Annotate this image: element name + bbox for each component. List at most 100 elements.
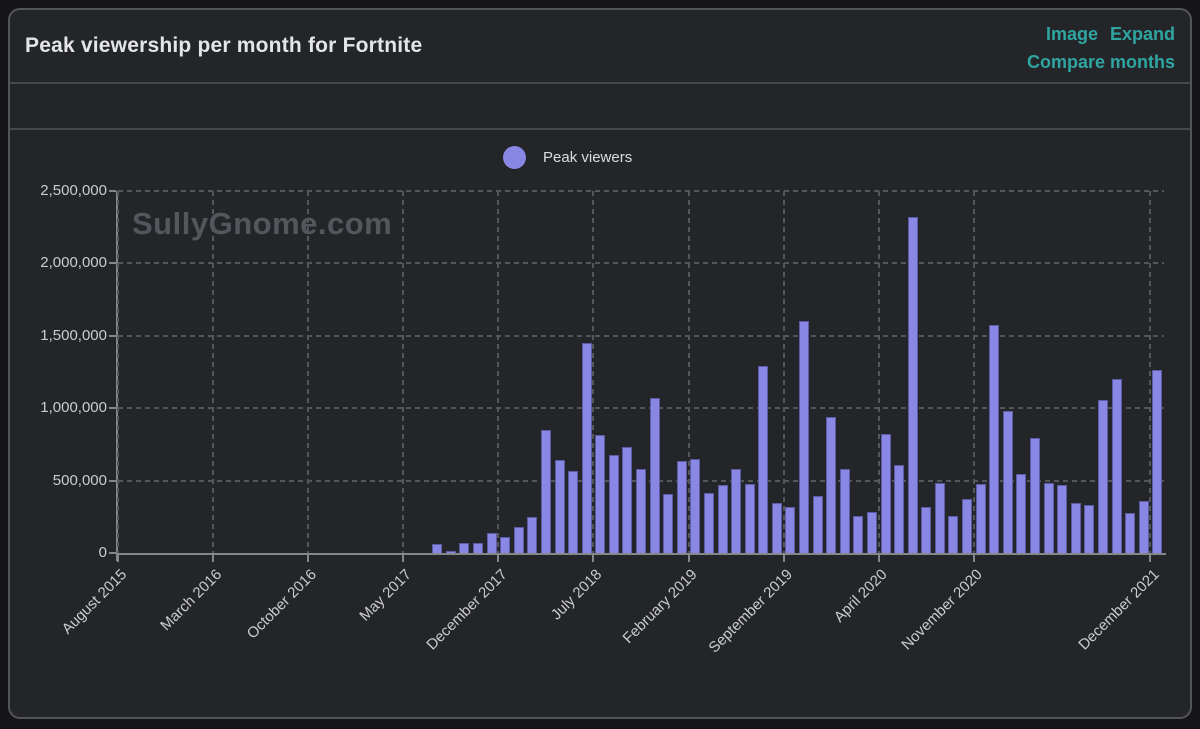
bar[interactable] [1111, 379, 1122, 553]
h-gridline [118, 262, 1164, 265]
x-tick-mark [402, 555, 405, 562]
bar[interactable] [731, 469, 742, 553]
x-tick-mark [877, 555, 880, 562]
bar[interactable] [853, 516, 864, 553]
bar[interactable] [717, 485, 728, 553]
bar[interactable] [649, 398, 660, 553]
y-tick-label: 1,500,000 [40, 326, 107, 344]
bar[interactable] [663, 494, 674, 553]
bar[interactable] [934, 483, 945, 553]
bar[interactable] [459, 543, 470, 553]
v-gridline [1149, 191, 1152, 553]
x-axis-line [116, 553, 1166, 555]
bar[interactable] [1084, 505, 1095, 553]
bar[interactable] [527, 517, 538, 553]
bar[interactable] [826, 417, 837, 553]
h-gridline [118, 334, 1164, 337]
bar[interactable] [1138, 501, 1149, 553]
image-link[interactable]: Image [1045, 24, 1098, 44]
bar[interactable] [445, 551, 456, 553]
bar[interactable] [1125, 513, 1135, 553]
bar[interactable] [1030, 438, 1040, 553]
bar[interactable] [812, 496, 823, 553]
bar[interactable] [1152, 370, 1163, 553]
v-gridline [497, 191, 500, 553]
bar[interactable] [880, 434, 891, 553]
bar[interactable] [568, 471, 579, 553]
legend-dot-icon [503, 146, 526, 169]
bar[interactable] [473, 543, 483, 553]
toolbar-strip [10, 84, 1190, 130]
x-tick-mark [117, 555, 119, 562]
v-gridline [307, 191, 310, 553]
x-tick-mark [782, 555, 785, 562]
x-tick-mark [307, 555, 310, 562]
y-tick-label: 2,000,000 [40, 254, 107, 272]
x-tick-mark [592, 555, 595, 562]
bar[interactable] [785, 507, 796, 553]
bar[interactable] [1097, 400, 1108, 553]
bar[interactable] [1043, 483, 1054, 553]
bar[interactable] [975, 484, 986, 553]
x-tick-mark [1149, 555, 1152, 562]
x-tick-label: March 2016 [157, 566, 226, 635]
bar[interactable] [513, 527, 524, 553]
bar[interactable] [1057, 485, 1068, 553]
v-gridline [212, 191, 215, 553]
legend[interactable]: Peak viewers [503, 146, 632, 169]
v-gridline [687, 191, 690, 553]
bar[interactable] [758, 366, 769, 553]
chart-area: Peak viewers SullyGnome.com 0 500,000 1,00… [10, 130, 1190, 717]
x-tick-label: December 2017 [422, 566, 511, 654]
header-links: Image Expand Compare months [1027, 15, 1175, 77]
bar[interactable] [962, 499, 972, 553]
compare-months-link[interactable]: Compare months [1026, 52, 1175, 72]
bar[interactable] [703, 493, 714, 553]
x-tick-label: May 2017 [356, 566, 416, 625]
bar[interactable] [771, 503, 782, 553]
bar[interactable] [554, 460, 565, 553]
x-tick-mark [212, 555, 215, 562]
bar[interactable] [894, 465, 905, 553]
y-tick-label: 2,500,000 [40, 182, 107, 199]
y-tick-label: 500,000 [52, 471, 107, 489]
bar[interactable] [948, 516, 959, 553]
watermark: SullyGnome.com [132, 206, 393, 241]
x-tick-label: December 2021 [1074, 566, 1163, 654]
expand-link[interactable]: Expand [1109, 24, 1175, 44]
bar[interactable] [540, 430, 551, 553]
x-tick-mark [972, 555, 975, 562]
bar[interactable] [799, 321, 809, 553]
bar[interactable] [866, 512, 877, 553]
v-gridline [877, 191, 880, 553]
bar[interactable] [608, 455, 619, 553]
v-gridline [972, 191, 975, 553]
y-tick-label: 1,000,000 [40, 399, 107, 417]
bar[interactable] [676, 461, 687, 553]
v-gridline [592, 191, 595, 553]
bar[interactable] [921, 507, 932, 553]
bar[interactable] [1070, 503, 1081, 553]
bar[interactable] [595, 435, 606, 553]
bar[interactable] [636, 469, 646, 553]
bar[interactable] [581, 343, 592, 553]
x-tick-mark [497, 555, 500, 562]
bar[interactable] [622, 447, 633, 553]
bar[interactable] [1002, 411, 1013, 553]
bar[interactable] [744, 484, 755, 553]
x-tick-label: April 2020 [830, 566, 891, 626]
card-header: Peak viewership per month for Fortnite I… [10, 10, 1190, 84]
bar[interactable] [1016, 474, 1027, 553]
bar[interactable] [486, 533, 497, 553]
x-tick-label: November 2020 [898, 566, 986, 654]
x-tick-label: July 2018 [548, 566, 606, 624]
bar[interactable] [839, 469, 850, 553]
bar[interactable] [690, 459, 701, 553]
y-tick-mark [109, 407, 116, 410]
bar[interactable] [432, 544, 443, 553]
bar[interactable] [500, 537, 511, 553]
bar[interactable] [907, 217, 918, 553]
x-tick-label: September 2019 [705, 566, 796, 657]
bar[interactable] [989, 325, 1000, 553]
h-gridline [118, 407, 1164, 410]
